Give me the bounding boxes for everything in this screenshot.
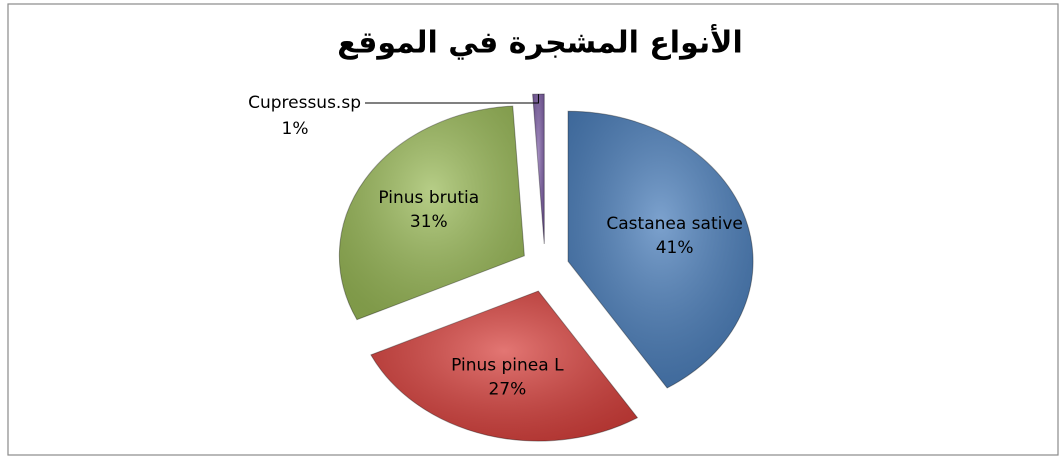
slice-label: Castanea sative <box>606 214 742 234</box>
slice-shade <box>568 111 754 388</box>
chart-title: الأنواع المشجرة في الموقع <box>337 24 743 61</box>
slice-percent: 1% <box>282 119 309 139</box>
slice-label: Pinus brutia <box>378 188 479 208</box>
leader-line <box>365 94 539 104</box>
slice-percent: 27% <box>488 379 526 399</box>
slice-shade <box>339 106 525 320</box>
slice-percent: 41% <box>656 238 694 258</box>
slice-label: Cupressus.sp <box>248 93 361 113</box>
slice-label: Pinus pinea L <box>451 355 564 375</box>
slice-shade <box>532 94 545 245</box>
slice-percent: 31% <box>410 212 448 232</box>
slice-shade <box>370 291 638 442</box>
